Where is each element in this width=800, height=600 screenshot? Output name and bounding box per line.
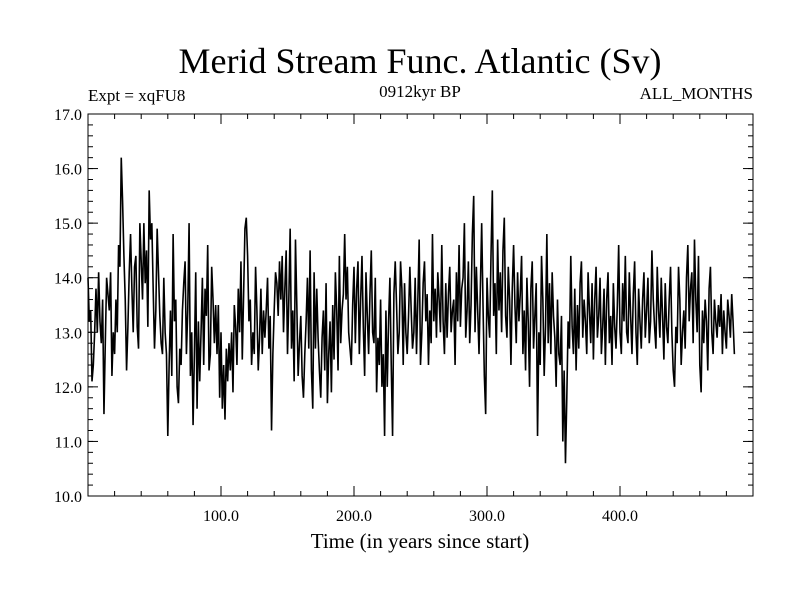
y-tick-label: 12.0 xyxy=(54,380,82,397)
x-tick-label: 300.0 xyxy=(469,508,505,525)
x-tick-label: 200.0 xyxy=(336,508,372,525)
months-label: ALL_MONTHS xyxy=(640,84,753,103)
plot-area: 10.0 11.0 12.0 13.0 14.0 15.0 16.0 17.0 100.0 200… xyxy=(54,107,754,525)
y-tick-label: 13.0 xyxy=(54,325,82,342)
plot-frame xyxy=(87,113,754,497)
chart-title: Merid Stream Func. Atlantic (Sv) xyxy=(179,41,662,81)
series-line-amoc xyxy=(87,157,736,464)
y-tick-label: 16.0 xyxy=(54,162,82,179)
axis-ticks xyxy=(88,113,753,497)
x-tick-label: 400.0 xyxy=(602,508,638,525)
y-tick-label: 17.0 xyxy=(54,107,82,124)
y-tick-label: 15.0 xyxy=(54,216,82,233)
y-tick-label: 14.0 xyxy=(54,271,82,288)
period-label: 0912kyr BP xyxy=(379,82,461,101)
axis-tick-labels: 10.0 11.0 12.0 13.0 14.0 15.0 16.0 17.0 100.0 200… xyxy=(54,107,638,525)
x-axis-label: Time (in years since start) xyxy=(311,529,530,553)
y-tick-label: 10.0 xyxy=(54,489,82,506)
experiment-label: Expt = xqFU8 xyxy=(88,86,185,105)
x-tick-label: 100.0 xyxy=(203,508,239,525)
y-tick-label: 11.0 xyxy=(55,434,82,451)
